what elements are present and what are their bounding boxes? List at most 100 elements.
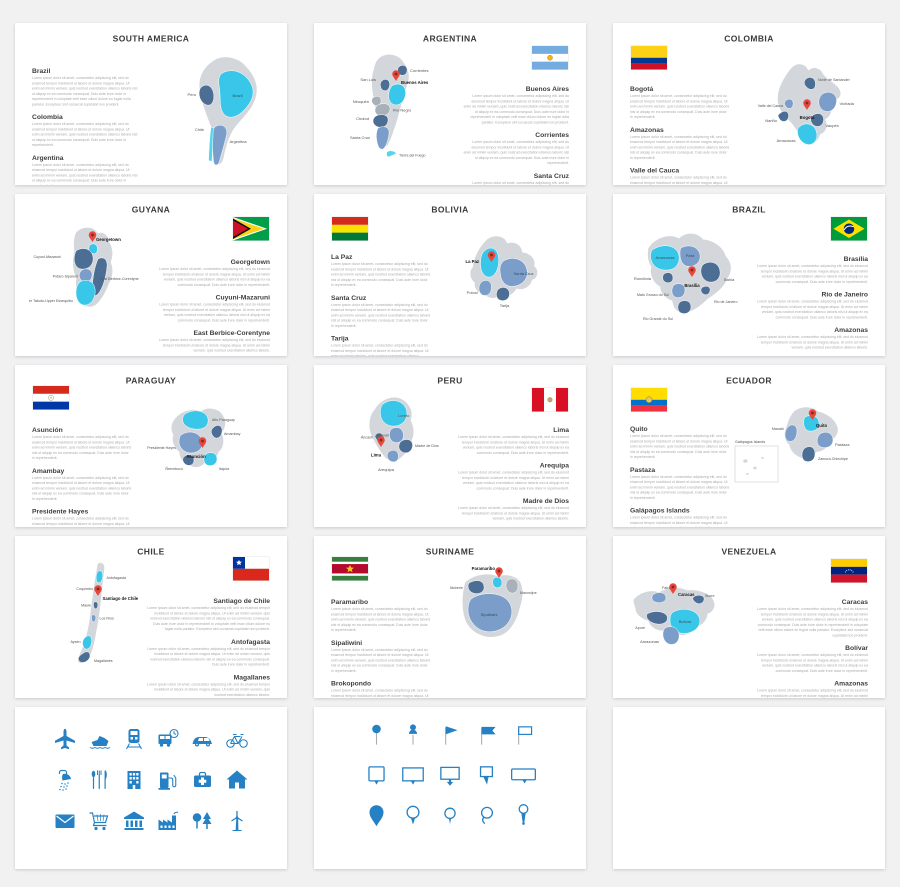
section-heading: Arequipa <box>539 461 569 470</box>
slide-marker-icons[interactable] <box>314 707 586 869</box>
svg-text:Potaro-Siparuni: Potaro-Siparuni <box>53 275 78 279</box>
text-column: Bogotá Lorem ipsum dolor sit amet, consec… <box>630 85 730 185</box>
slide-chile[interactable]: CHILE Santiago de Chile Lorem ipsum dolor… <box>15 536 287 698</box>
slide-paraguay[interactable]: PARAGUAY Asunción Lorem ipsum dolor sit a… <box>15 365 287 527</box>
svg-text:Marowijne: Marowijne <box>520 591 537 595</box>
slide-transport-icons[interactable] <box>15 707 287 869</box>
svg-text:Presidente Hayes: Presidente Hayes <box>147 446 176 450</box>
section-body: Lorem ipsum dolor sit amet, consectetur … <box>159 267 270 287</box>
svg-text:Amazonas: Amazonas <box>640 639 659 644</box>
svg-text:Vichada: Vichada <box>840 101 855 106</box>
svg-text:Manabí: Manabí <box>772 427 784 431</box>
svg-text:Aysén: Aysén <box>70 640 80 644</box>
section-heading: Lima <box>553 426 569 434</box>
fuel-station-icon <box>158 772 177 790</box>
text-column: Brazil Lorem ipsum dolor sit amet, consec… <box>32 67 138 185</box>
section-heading: Brokopondo <box>331 679 372 688</box>
section-body: Lorem ipsum dolor sit amet, consectetur … <box>757 653 868 673</box>
section-heading: La Paz <box>331 253 353 261</box>
svg-text:Alto Paraguay: Alto Paraguay <box>212 418 235 422</box>
svg-text:Buenos Aires: Buenos Aires <box>401 80 429 85</box>
park-icon <box>192 812 212 829</box>
shopping-cart-icon <box>89 812 109 831</box>
slide-blank[interactable] <box>613 707 885 869</box>
section-body: Lorem ipsum dolor sit amet, consectetur … <box>32 163 138 185</box>
push-pin-icon <box>409 724 418 745</box>
svg-text:Mato Grosso do Sul: Mato Grosso do Sul <box>637 293 669 297</box>
section-heading: Brasília <box>843 255 868 263</box>
section-body: Lorem ipsum dolor sit amet, consectetur … <box>331 344 429 356</box>
svg-text:Lima: Lima <box>371 453 382 458</box>
slide-ecuador[interactable]: ECUADOR Quito Lorem ipsum dolor sit amet,… <box>613 365 885 527</box>
text-column: La Paz Lorem ipsum dolor sit amet, consec… <box>331 253 431 356</box>
svg-text:Amazonas: Amazonas <box>777 138 796 143</box>
svg-text:Ñeembucú: Ñeembucú <box>165 466 183 471</box>
slide-title: BRAZIL <box>732 205 766 215</box>
svg-text:Sipaliwini: Sipaliwini <box>481 612 498 617</box>
svg-text:Rio Grande do Sul: Rio Grande do Sul <box>643 317 673 321</box>
svg-text:Loreto: Loreto <box>398 413 410 418</box>
svg-text:Valle del Cauca: Valle del Cauca <box>758 104 784 108</box>
section-body: Lorem ipsum dolor sit amet, consectetur … <box>147 682 270 697</box>
slide-argentina[interactable]: ARGENTINA Buenos Aires Lorem ipsum dolor … <box>314 23 586 185</box>
svg-text:Santa Cruz: Santa Cruz <box>350 135 370 140</box>
text-column: Buenos Aires Lorem ipsum dolor sit amet, … <box>463 85 569 185</box>
svg-text:Neuquén: Neuquén <box>353 99 369 104</box>
slide-title: COLOMBIA <box>724 34 774 44</box>
suriname-map: Paramaribo Nickerie Marowijne Sipaliwini <box>450 566 537 638</box>
slide-venezuela[interactable]: VENEZUELA Caracas Lorem ipsum dolor sit a… <box>613 536 885 698</box>
section-body: Lorem ipsum dolor sit amet, consectetur … <box>463 140 569 166</box>
section-body: Lorem ipsum dolor sit amet, consectetur … <box>331 262 431 288</box>
svg-text:Río Negro: Río Negro <box>393 108 412 113</box>
section-heading: Pastaza <box>630 465 656 474</box>
slide-south-america[interactable]: SOUTH AMERICA Brazil Lorem ipsum dolor si… <box>15 23 287 185</box>
peru-map: Loreto Ucayali Áncash Madre de Dios Lima… <box>361 396 439 472</box>
map-pin <box>808 409 817 420</box>
section-body: Lorem ipsum dolor sit amet, consectetur … <box>630 94 730 120</box>
text-column: Quito Lorem ipsum dolor sit amet, consect… <box>630 425 730 527</box>
svg-text:Cuyuni-Mazaruni: Cuyuni-Mazaruni <box>33 255 61 259</box>
section-body: Lorem ipsum dolor sit amet, consectetur … <box>147 647 270 667</box>
section-body: Lorem ipsum dolor sit amet, consectetur … <box>757 335 868 350</box>
slide-bolivia[interactable]: BOLIVIA La Paz Lorem ipsum dolor sit amet… <box>314 194 586 356</box>
slide-brazil[interactable]: BRAZIL Brasília Lorem ipsum dolor sit ame… <box>613 194 885 356</box>
round-pin-icon <box>372 724 381 745</box>
section-body: Lorem ipsum dolor sit amet, consectetur … <box>159 303 270 323</box>
slide-guyana[interactable]: GUYANA Georgetown Lorem ipsum dolor sit a… <box>15 194 287 356</box>
chile-map: Antofagasta Coquimbo Santiago de Chile M… <box>70 562 139 664</box>
marker-icon-grid <box>358 722 542 830</box>
hotel-icon <box>127 771 141 789</box>
guyana-map: Georgetown Cuyuni-Mazaruni Potaro-Siparu… <box>29 226 139 308</box>
svg-text:Paramaribo: Paramaribo <box>472 566 496 571</box>
svg-text:Bogotá: Bogotá <box>800 115 815 120</box>
section-body: Lorem ipsum dolor sit amet, consectetur … <box>331 303 431 328</box>
map-pin <box>495 567 503 578</box>
section-heading: Quito <box>630 425 648 433</box>
text-column: Georgetown Lorem ipsum dolor sit amet, co… <box>158 258 270 356</box>
circle-pin-icon <box>406 805 420 825</box>
chile-flag <box>233 557 269 581</box>
bus-schedule-icon <box>158 728 179 747</box>
section-heading: Caracas <box>841 598 868 606</box>
section-body: Lorem ipsum dolor sit amet, consectetur … <box>630 516 728 527</box>
pointed-callout-icon <box>479 766 493 785</box>
map-pin <box>669 583 677 594</box>
slide-peru[interactable]: PERU Lima Lorem ipsum dolor sit amet, con… <box>314 365 586 527</box>
slide-suriname[interactable]: SURINAME Paramaribo Lorem ipsum dolor sit… <box>314 536 586 698</box>
svg-text:Áncash: Áncash <box>361 436 373 440</box>
section-body: Lorem ipsum dolor sit amet, consectetur … <box>32 76 138 107</box>
section-body: Lorem ipsum dolor sit amet, consectetur … <box>630 434 730 460</box>
section-body: Lorem ipsum dolor sit amet, consectetur … <box>32 435 132 461</box>
section-heading: Santa Cruz <box>533 171 569 180</box>
svg-text:East Berbice-Corentyne: East Berbice-Corentyne <box>100 277 139 281</box>
ecuador-flag <box>631 388 667 412</box>
swirl-pin-icon <box>480 806 493 825</box>
slide-colombia[interactable]: COLOMBIA Bogotá Lorem ipsum dolor sit ame… <box>613 23 885 185</box>
svg-text:Brasília: Brasília <box>684 283 700 288</box>
section-body: Lorem ipsum dolor sit amet, consectetur … <box>32 517 130 526</box>
map-pin <box>198 437 207 448</box>
transport-icon-grid <box>48 727 254 833</box>
map-pin <box>803 99 811 110</box>
text-column: Santiago de Chile Lorem ipsum dolor sit a… <box>145 597 270 698</box>
